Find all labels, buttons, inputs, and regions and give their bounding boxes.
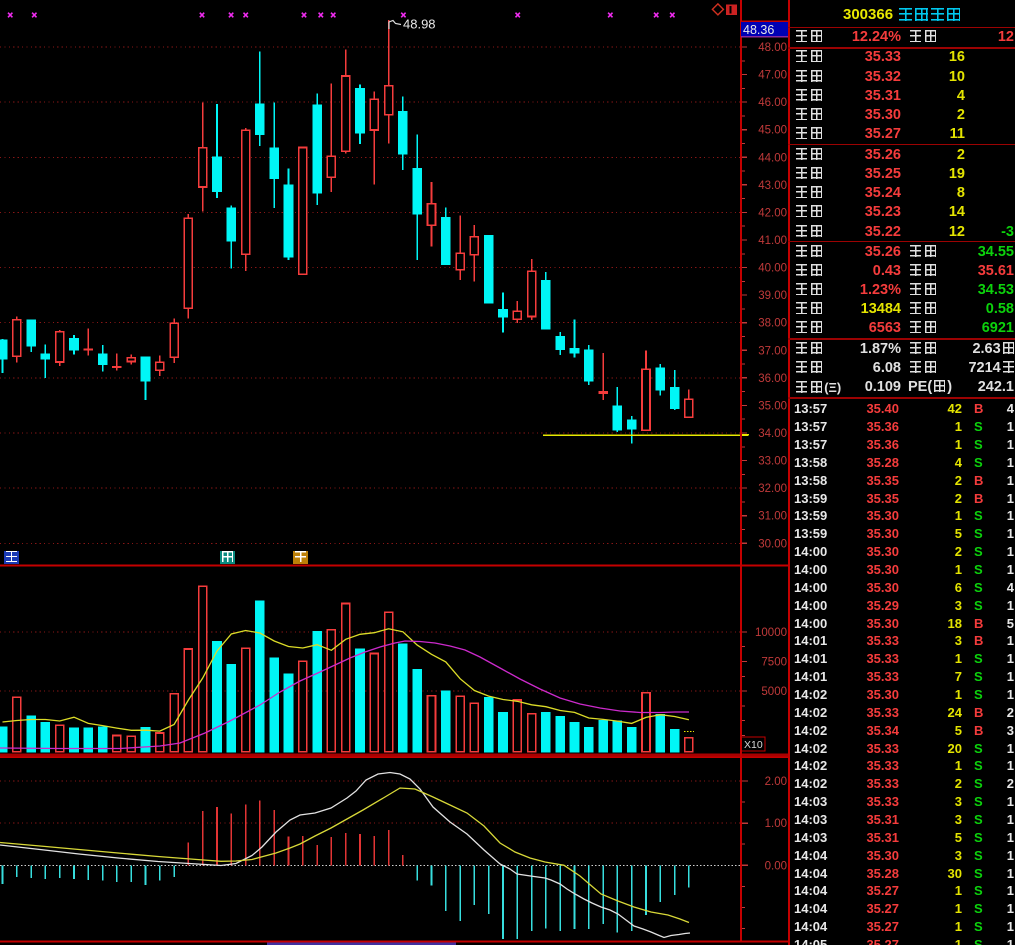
svg-text:45.00: 45.00 — [758, 125, 787, 137]
svg-text:31.00: 31.00 — [758, 511, 787, 523]
svg-text:48.00: 48.00 — [758, 42, 787, 54]
svg-text:0.00: 0.00 — [765, 860, 787, 872]
svg-text:39.00: 39.00 — [758, 290, 787, 302]
svg-text:33.00: 33.00 — [758, 456, 787, 468]
svg-text:35.00: 35.00 — [758, 400, 787, 412]
svg-text:36.00: 36.00 — [758, 373, 787, 385]
svg-text:1.00: 1.00 — [765, 818, 787, 830]
svg-text:41.00: 41.00 — [758, 235, 787, 247]
svg-text:40.00: 40.00 — [758, 263, 787, 275]
svg-text:38.00: 38.00 — [758, 318, 787, 330]
svg-text:48.98: 48.98 — [403, 17, 436, 32]
svg-text:30.00: 30.00 — [758, 538, 787, 550]
svg-text:10000: 10000 — [755, 627, 787, 639]
svg-text:46.00: 46.00 — [758, 97, 787, 109]
svg-text:48.36: 48.36 — [743, 23, 774, 37]
svg-text:2.00: 2.00 — [765, 776, 787, 788]
svg-text:43.00: 43.00 — [758, 180, 787, 192]
svg-text:44.00: 44.00 — [758, 152, 787, 164]
svg-text:X10: X10 — [744, 739, 763, 751]
svg-text:7500: 7500 — [761, 657, 787, 669]
svg-text:37.00: 37.00 — [758, 345, 787, 357]
svg-text:47.00: 47.00 — [758, 70, 787, 82]
svg-text:32.00: 32.00 — [758, 483, 787, 495]
svg-text:34.00: 34.00 — [758, 428, 787, 440]
svg-text:42.00: 42.00 — [758, 207, 787, 219]
svg-text:5000: 5000 — [761, 686, 787, 698]
